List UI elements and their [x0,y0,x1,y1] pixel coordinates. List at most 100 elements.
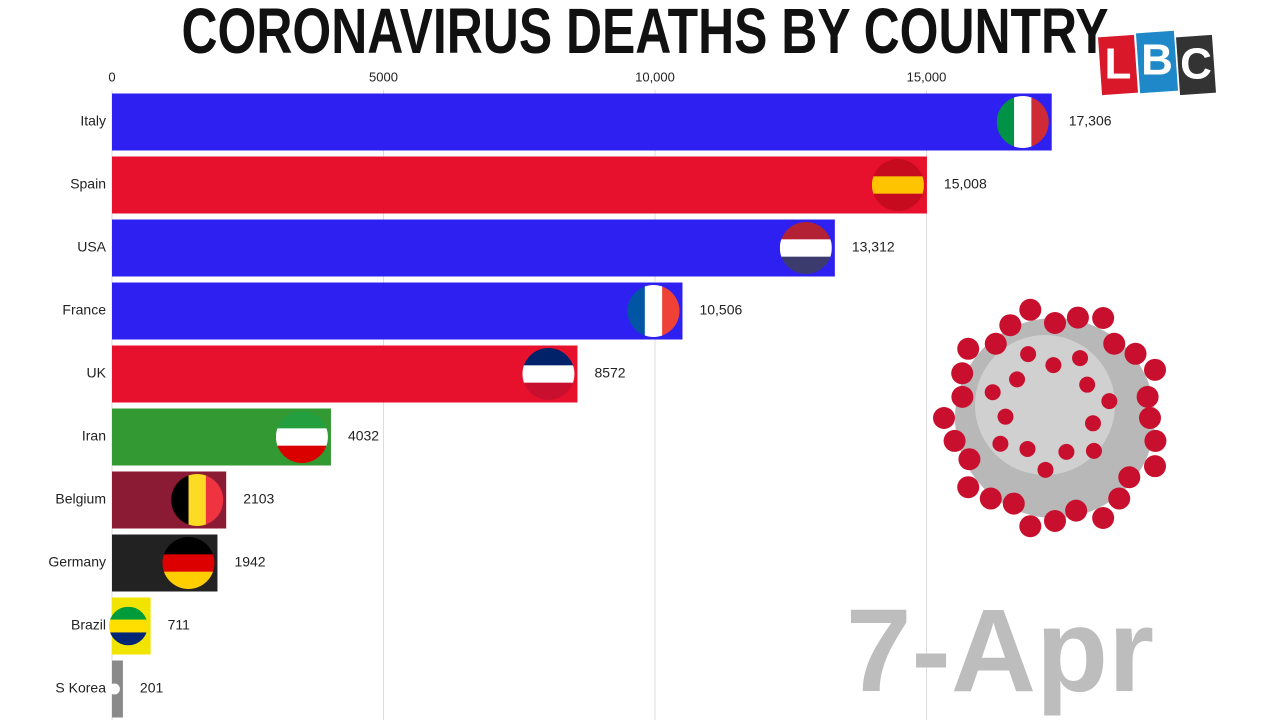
logo-tile [1098,34,1138,96]
bar [112,282,683,340]
flag [522,348,575,400]
flag-stripe [779,256,832,274]
logo-tile [1135,30,1179,94]
virus-spike [984,332,1007,355]
flag-stripe [522,365,575,384]
y-tick-label: Italy [80,113,106,129]
virus-spike [1009,371,1026,388]
x-tick-label: 10,000 [635,69,675,84]
virus-spike [979,487,1002,510]
virus-spike [1037,461,1054,478]
flag-stripe [109,683,114,695]
virus-spike [957,476,980,499]
y-tick-label: UK [87,365,107,381]
virus-spike [992,435,1009,452]
value-label: 1942 [234,554,265,570]
flag-stripe [275,411,328,430]
x-tick-label: 5000 [369,69,398,84]
bar [112,219,835,277]
virus-spike [943,429,966,452]
flag-stripe [112,683,118,695]
flag-stripe [109,619,148,634]
flag-stripe [162,554,215,573]
value-label: 15,008 [944,176,987,192]
virus-spike [1108,487,1131,510]
flag-stripe [522,348,575,367]
value-label: 4032 [348,428,379,444]
virus-spike [1045,357,1062,374]
bar [112,156,927,214]
flag-stripe [1031,96,1049,148]
flag-stripe [871,176,924,195]
flag-stripe [522,382,575,400]
flag-stripe [1014,96,1033,148]
flag-stripe [627,285,646,337]
value-label: 10,506 [699,302,742,318]
flag [871,159,924,211]
virus-spike [1144,358,1167,381]
virus-spike [1019,298,1042,321]
flag [996,96,1049,148]
value-label: 711 [168,617,191,633]
value-label: 2103 [243,491,274,507]
bar [112,345,578,403]
virus-spike [1092,306,1115,329]
value-label: 8572 [594,365,625,381]
virus-spike [984,384,1001,401]
virus-spike [1085,442,1102,459]
flag-stripe [116,683,120,695]
value-label: 13,312 [852,239,895,255]
flag-stripe [162,537,215,556]
virus-spike [1044,312,1066,334]
virus-spike [1084,415,1101,432]
virus-spike [1072,350,1089,367]
y-tick-label: Brazil [71,617,106,633]
y-tick-label: Germany [48,554,106,570]
logo-tile [1176,34,1216,96]
flag [171,474,224,526]
virus-spike [997,408,1014,425]
x-tick-label: 0 [108,69,115,84]
virus-spike [1136,385,1159,408]
virus-spike [1079,376,1096,393]
y-tick-label: France [62,302,106,318]
flag-stripe [205,474,224,526]
virus-spike [1019,515,1042,538]
y-tick-label: Spain [70,176,106,192]
flag [779,222,832,274]
virus-spike [1103,332,1126,355]
flag-stripe [644,285,664,337]
virus-spike [951,362,974,385]
logo-letter: B [1141,36,1173,85]
virus-spike [1065,499,1088,522]
flag-stripe [162,571,215,589]
flag-stripe [662,285,680,337]
virus-spike [1144,455,1167,478]
virus-spike [1118,466,1141,489]
flag-stripe [996,96,1016,148]
virus-spike [958,448,981,471]
flag-stripe [275,428,328,447]
logo-letter: C [1180,40,1212,89]
virus-spike [1058,443,1075,460]
y-tick-label: Belgium [55,491,106,507]
virus-spike [1020,346,1037,363]
flag-stripe [171,474,190,526]
virus-spike [1044,510,1066,532]
y-tick-label: S Korea [55,680,106,696]
flag-stripe [109,606,148,621]
virus-spike [1101,393,1118,410]
y-tick-label: Iran [82,428,106,444]
flag-stripe [109,632,148,646]
flag-stripe [779,239,832,258]
virus-spike [933,407,955,429]
value-label: 17,306 [1069,113,1112,129]
flag-stripe [275,445,328,463]
virus-body-highlight [975,335,1115,475]
virus-spike [1019,440,1036,457]
virus-spike [1066,306,1089,329]
chart-title: CORONAVIRUS DEATHS BY COUNTRY [182,0,1109,67]
flag [109,683,120,695]
value-label: 201 [140,680,164,696]
